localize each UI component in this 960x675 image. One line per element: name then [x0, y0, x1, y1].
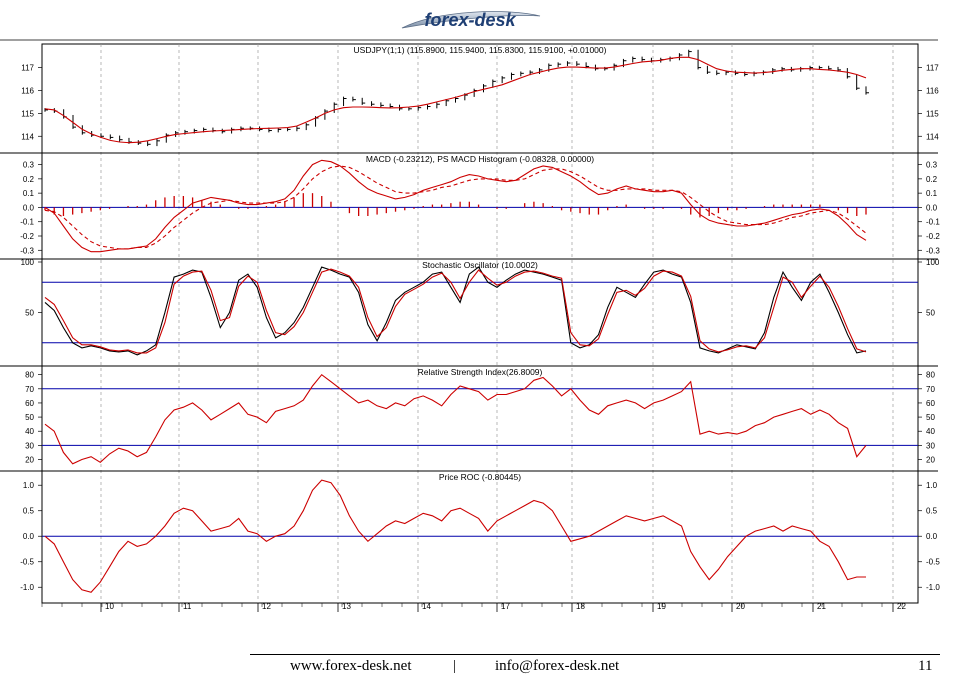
y-tick-label: 114 — [926, 132, 939, 141]
footer-website[interactable]: www.forex-desk.net — [290, 658, 412, 674]
series-line-red — [44, 268, 867, 354]
y-tick-label: 0.0 — [926, 532, 938, 541]
y-tick-label: 30 — [926, 441, 935, 450]
footer-rule — [250, 654, 940, 655]
y-tick-label: -1.0 — [20, 583, 34, 592]
page-footer: www.forex-desk.net | info@forex-desk.net… — [0, 654, 960, 675]
y-tick-label: -0.2 — [926, 232, 940, 241]
x-tick-label: 20 — [736, 602, 745, 611]
y-tick-label: -0.5 — [20, 558, 34, 567]
footer-separator: | — [453, 658, 457, 674]
y-tick-label: 80 — [926, 371, 935, 380]
panel-title: Relative Strength Index(26.8009) — [418, 367, 543, 377]
y-tick-label: 50 — [25, 413, 34, 422]
x-tick-label: 19 — [657, 602, 666, 611]
panel-title: USDJPY(1;1) (115.8900, 115.9400, 115.830… — [354, 45, 607, 55]
panel-title: Stochastic Oscillator (10.0002) — [422, 260, 538, 270]
y-tick-label: 115 — [926, 109, 939, 118]
y-tick-label: 40 — [25, 427, 34, 436]
y-tick-label: -1.0 — [926, 583, 940, 592]
chart-frame — [41, 43, 919, 604]
x-tick-label: 18 — [576, 602, 585, 611]
y-tick-label: 30 — [25, 441, 34, 450]
series-line-solid — [44, 479, 866, 593]
y-tick-label: -0.3 — [20, 246, 34, 255]
x-tick-label: 14 — [422, 602, 431, 611]
page-number: 11 — [918, 658, 933, 674]
y-tick-label: 116 — [21, 86, 34, 95]
y-tick-label: 100 — [926, 258, 940, 267]
y-tick-label: 50 — [926, 413, 935, 422]
y-tick-label: 20 — [25, 456, 34, 465]
y-tick-label: 0.0 — [23, 203, 35, 212]
x-tick-label: 11 — [183, 602, 192, 611]
x-tick-label: 17 — [501, 602, 510, 611]
y-tick-label: 117 — [21, 64, 34, 73]
y-tick-label: -0.1 — [20, 218, 34, 227]
y-tick-label: 70 — [25, 385, 34, 394]
y-tick-label: 50 — [25, 309, 34, 318]
y-tick-label: 0.3 — [926, 161, 938, 170]
series-line-dashed — [44, 165, 867, 250]
y-tick-label: 0.3 — [23, 161, 35, 170]
x-tick-label: 13 — [342, 602, 351, 611]
y-tick-label: 1.0 — [23, 481, 35, 490]
y-tick-label: 0.0 — [23, 532, 35, 541]
y-tick-label: 80 — [25, 371, 34, 380]
y-tick-label: 20 — [926, 456, 935, 465]
y-tick-label: 117 — [926, 64, 939, 73]
x-tick-label: 21 — [817, 602, 826, 611]
series-line-solid — [44, 373, 867, 465]
y-tick-label: 70 — [926, 385, 935, 394]
y-tick-label: 100 — [21, 258, 35, 267]
y-tick-label: 60 — [25, 399, 34, 408]
y-tick-label: -0.1 — [926, 218, 940, 227]
footer-email[interactable]: info@forex-desk.net — [495, 658, 620, 674]
logo-text: forex-desk — [424, 10, 516, 30]
y-tick-label: 40 — [926, 427, 935, 436]
panel-title: MACD (-0.23212), PS MACD Histogram (-0.0… — [366, 154, 594, 164]
x-tick-label: 22 — [897, 602, 906, 611]
y-tick-label: -0.3 — [926, 246, 940, 255]
y-tick-label: 0.2 — [23, 175, 35, 184]
series-line-black — [44, 266, 867, 356]
y-tick-label: 115 — [21, 109, 34, 118]
y-tick-label: 0.1 — [926, 189, 938, 198]
y-tick-label: 0.5 — [23, 507, 35, 516]
panel-title: Price ROC (-0.80445) — [439, 472, 521, 482]
x-tick-label: 12 — [262, 602, 271, 611]
y-tick-label: 0.1 — [23, 189, 35, 198]
y-tick-label: 0.5 — [926, 507, 938, 516]
series-line-solid — [44, 159, 867, 253]
y-tick-label: -0.2 — [20, 232, 34, 241]
forex-desk-logo: forex-desk — [401, 10, 541, 30]
y-tick-label: 60 — [926, 399, 935, 408]
y-tick-label: 0.2 — [926, 175, 938, 184]
y-tick-label: 114 — [21, 132, 34, 141]
y-tick-label: 50 — [926, 309, 935, 318]
y-tick-label: -0.5 — [926, 558, 940, 567]
y-tick-label: 0.0 — [926, 203, 938, 212]
y-tick-label: 1.0 — [926, 481, 938, 490]
x-tick-label: 10 — [105, 602, 114, 611]
y-tick-label: 116 — [926, 86, 939, 95]
series-line-moving-average — [44, 56, 867, 144]
